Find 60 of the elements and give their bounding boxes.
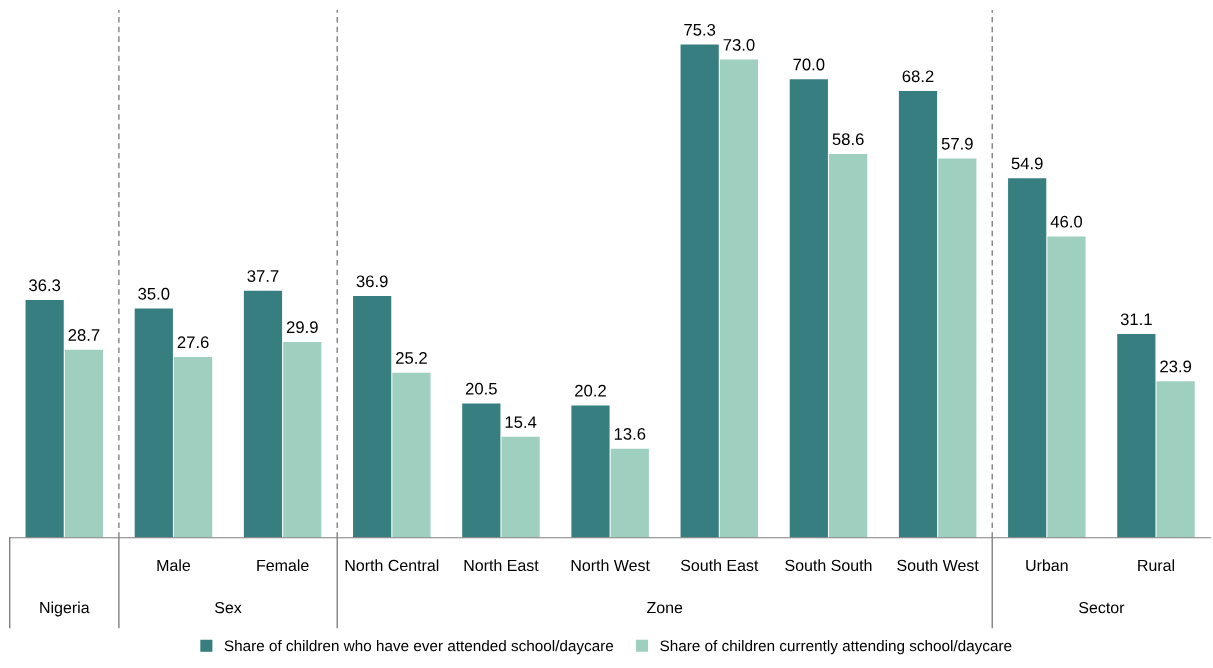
bar	[719, 59, 759, 538]
data-label: 54.9	[1011, 157, 1043, 170]
x-tick-label: North East	[464, 559, 539, 572]
text: Sex	[215, 601, 242, 614]
bar	[571, 405, 610, 538]
bar	[1047, 236, 1086, 538]
text: Nigeria	[40, 601, 90, 617]
data-label: 27.6	[177, 336, 209, 349]
legend-label: Share of children currently attending school/daycare	[660, 640, 1012, 655]
data-label: 31.1	[1120, 313, 1152, 326]
data-label: 28.7	[68, 329, 100, 341]
data-label: 46.0	[1050, 215, 1083, 228]
bar	[501, 436, 540, 538]
bar	[1156, 381, 1195, 538]
bar	[174, 356, 213, 538]
data-label: 36.3	[29, 279, 61, 292]
data-label: 23.9	[1160, 360, 1192, 373]
data-label: 36.9	[356, 275, 388, 288]
bar	[1117, 334, 1156, 538]
bar	[283, 341, 322, 538]
x-tick-label: Rural	[1138, 559, 1175, 572]
x-tick-label: South South	[785, 559, 872, 572]
x-tick-label: North West	[571, 559, 650, 572]
bar	[938, 158, 977, 538]
bar	[64, 349, 104, 538]
bar	[680, 44, 719, 538]
bar	[789, 79, 828, 538]
data-label: 35.0	[138, 287, 170, 300]
data-label: 75.3	[684, 23, 716, 36]
text: Zone	[647, 602, 683, 614]
x-tick-label: Female	[257, 559, 309, 572]
bar	[134, 308, 173, 538]
data-label: 20.5	[465, 382, 497, 395]
data-label: 73.0	[723, 38, 755, 51]
x-tick-label: Male	[157, 559, 191, 572]
data-label: 20.2	[575, 384, 606, 397]
bar	[610, 448, 649, 538]
bar	[1008, 178, 1047, 538]
bar	[243, 290, 283, 538]
x-tick-label: Urban	[1026, 559, 1068, 572]
bar	[353, 296, 392, 538]
bar	[829, 153, 868, 538]
data-label: 37.7	[247, 270, 279, 282]
data-label: 57.9	[941, 137, 973, 150]
data-label: 25.2	[396, 352, 427, 364]
x-tick-label: South West	[897, 559, 979, 572]
x-tick-label: South East	[680, 559, 759, 572]
x-tick-label: North Central	[345, 559, 439, 572]
data-label: 15.4	[505, 416, 537, 429]
data-label: 70.0	[793, 58, 825, 71]
legend-label: Share of children who have ever attended school/daycare	[224, 640, 614, 655]
data-label: 13.6	[614, 428, 646, 440]
text: Sector	[1079, 601, 1125, 614]
bar	[25, 299, 64, 538]
bar	[898, 91, 938, 538]
data-label: 58.6	[832, 133, 864, 146]
data-label: 68.2	[902, 70, 934, 83]
data-label: 29.9	[286, 321, 318, 334]
bar	[462, 403, 501, 538]
bar	[392, 372, 431, 538]
